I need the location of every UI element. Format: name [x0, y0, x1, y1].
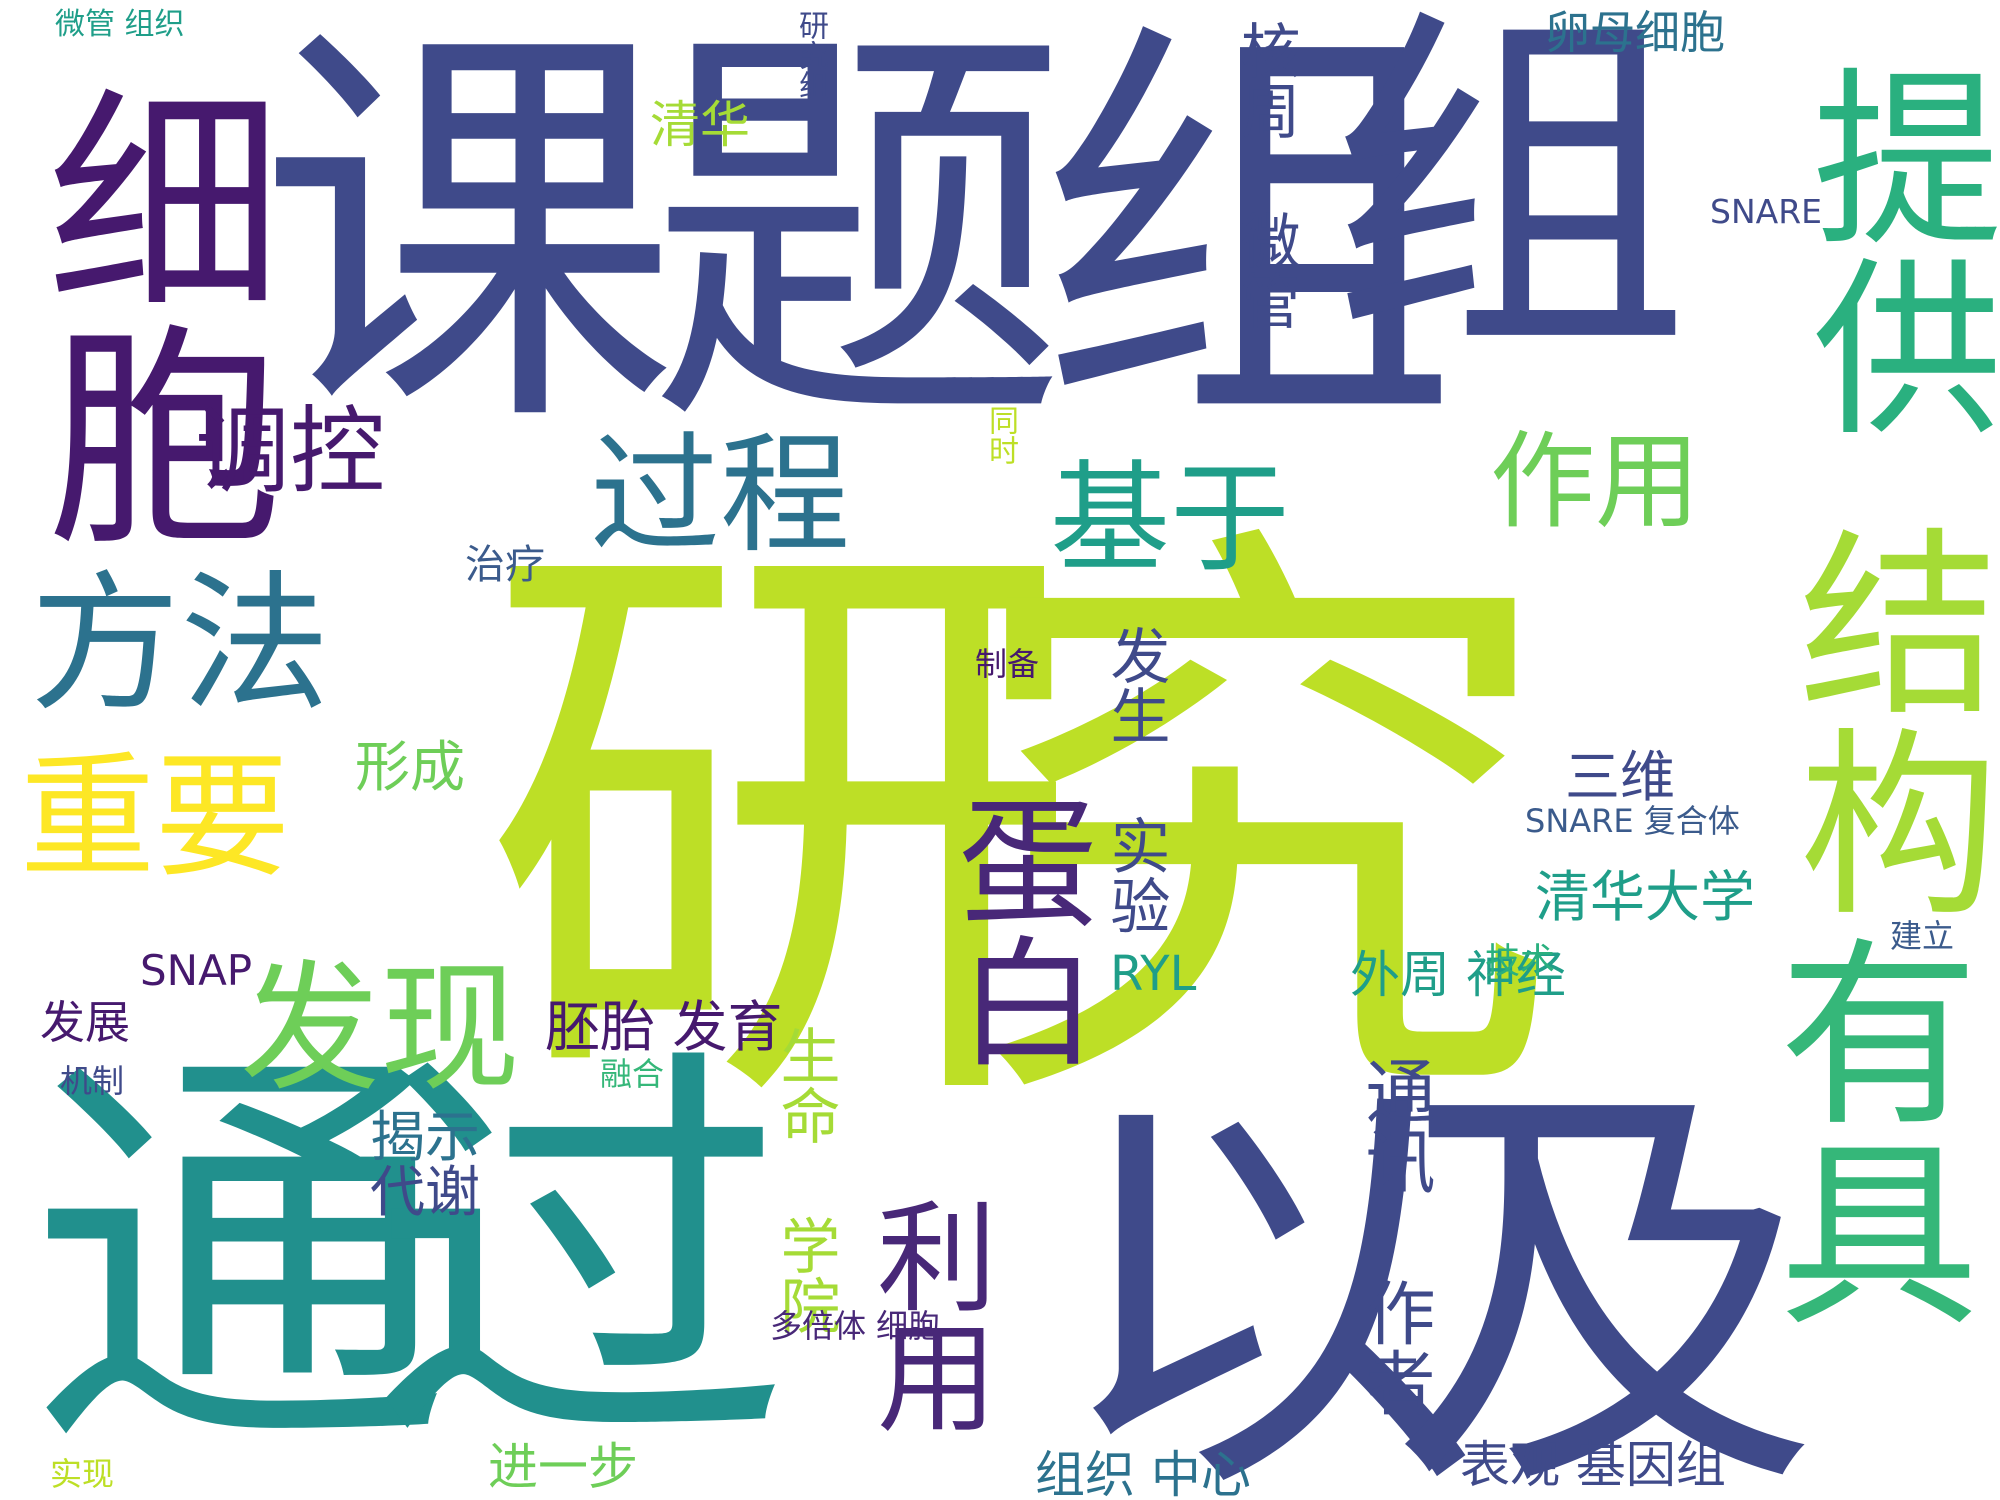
word: 融合 [600, 1055, 665, 1093]
word: 揭示 [370, 1105, 481, 1169]
word: 治疗 [465, 542, 545, 588]
word: 通过 [30, 1015, 790, 1500]
word: 利用 [856, 1195, 995, 1435]
word: 外周 神经 [1350, 946, 1566, 1004]
word: 进一步 [488, 1438, 638, 1496]
word: 调控 [195, 397, 386, 507]
word: 表观 基因组 [1460, 1436, 1726, 1494]
word: 形成 [355, 735, 466, 799]
word: 提供 [1780, 60, 2000, 440]
word: RYL [1110, 946, 1197, 1002]
word: 清华大学 [1535, 865, 1756, 929]
word: 课题组 [258, 0, 1458, 479]
word: 机制 [60, 1062, 125, 1100]
word: 实现 [50, 1455, 115, 1493]
word: 代谢 [370, 1160, 481, 1224]
word: SNARE [1710, 192, 1822, 231]
word: 制备 [975, 645, 1040, 683]
word: 研究组 [793, 10, 828, 100]
word: SNARE 复合体 [1525, 802, 1740, 840]
word: 胚胎 发育 [545, 995, 783, 1059]
word: 发现 [240, 948, 521, 1111]
word: 微管 组织 [55, 7, 185, 42]
word: 三维 [1565, 745, 1676, 809]
word: 有具 [1744, 930, 1977, 1330]
word: 结构 [1764, 520, 1997, 920]
word: 发展 [40, 996, 131, 1049]
word: 发生 实验 [1100, 625, 1170, 935]
word: 建立 [1890, 917, 1955, 955]
word: 核周 微管 [1230, 20, 1300, 330]
word: 方法 [30, 558, 331, 732]
word: 生命 学院 [770, 1025, 840, 1335]
word: 蛋白 [934, 790, 1097, 1070]
word: 基于 [1050, 450, 1290, 589]
word: 作用 [1490, 421, 1701, 543]
word: 清华 [650, 96, 750, 154]
word: SNAP [140, 946, 253, 995]
word: 重要 [20, 739, 290, 896]
word: 卵母细胞 [1545, 6, 1726, 59]
word: 组 [1330, 0, 1690, 399]
word: 同时 [983, 405, 1018, 465]
word: 通讯 作者 [1354, 1055, 1436, 1417]
word: 组织 中心 [1035, 1446, 1251, 1500]
word: 细胞 [6, 80, 279, 550]
word: 多倍体 细胞 [770, 1307, 941, 1345]
word: 以及 [1050, 1045, 1820, 1500]
word: 研究 [480, 480, 1560, 1179]
word: 技术 [1485, 942, 1556, 982]
word: 过程 [590, 419, 851, 571]
